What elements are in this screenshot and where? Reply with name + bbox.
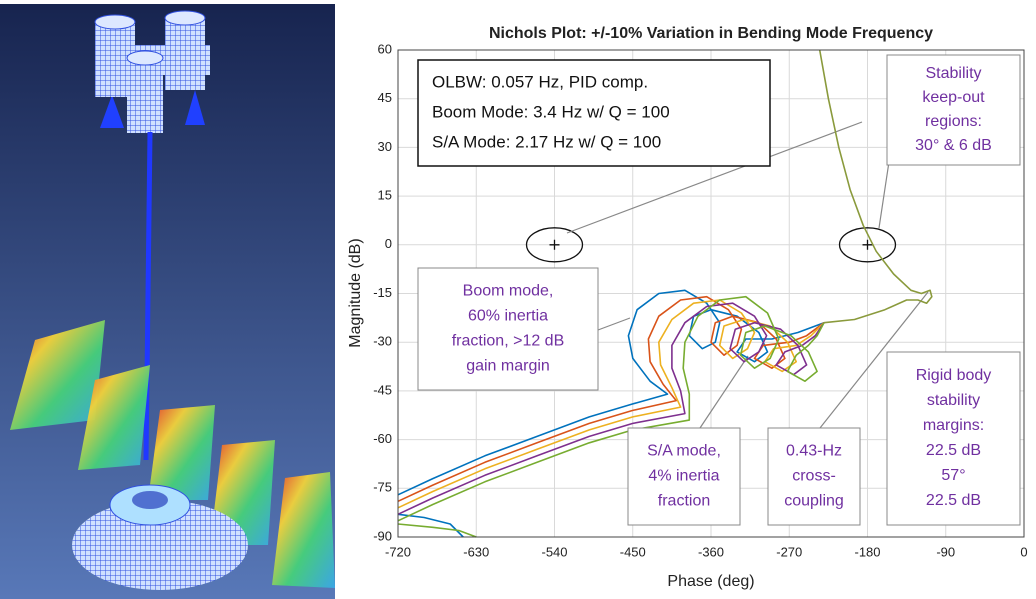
annotation-text: coupling bbox=[784, 493, 844, 510]
annotation-text: Boom Mode: 3.4 Hz w/ Q = 100 bbox=[432, 102, 670, 121]
y-tick-label: 45 bbox=[378, 90, 392, 105]
annotation-text: 0.43-Hz bbox=[786, 443, 842, 460]
annotation-text: 30° & 6 dB bbox=[915, 137, 992, 154]
pointer-lines bbox=[566, 121, 929, 429]
x-tick-label: -360 bbox=[698, 544, 724, 559]
y-tick-label: -45 bbox=[373, 382, 392, 397]
keepout-center bbox=[549, 239, 560, 250]
annotations: OLBW: 0.057 Hz, PID comp. Boom Mode: 3.4 … bbox=[417, 54, 1021, 526]
annotation-text: 60% inertia bbox=[468, 308, 548, 325]
series bbox=[397, 49, 933, 538]
y-tick-label: 15 bbox=[378, 188, 392, 203]
annotation-text: fraction, >12 dB bbox=[452, 333, 565, 350]
spacecraft-image bbox=[0, 4, 335, 599]
annotation-text: margins: bbox=[923, 417, 984, 434]
annotation-box bbox=[767, 427, 861, 526]
annotation-text: gain margin bbox=[466, 358, 550, 375]
x-tick-label: -450 bbox=[620, 544, 646, 559]
series-line bbox=[818, 49, 933, 324]
x-tick-label: -630 bbox=[463, 544, 489, 559]
y-axis-label: Magnitude (dB) bbox=[347, 238, 364, 347]
annotation-text: 22.5 dB bbox=[926, 442, 981, 459]
annotation-text: regions: bbox=[925, 113, 982, 130]
x-tick-label: -180 bbox=[854, 544, 880, 559]
annotation-text: Rigid body bbox=[916, 367, 992, 384]
series-line bbox=[397, 295, 825, 538]
annotation-box bbox=[417, 59, 771, 167]
annotation-text: stability bbox=[927, 392, 980, 409]
annotation-box bbox=[886, 351, 1021, 526]
keepout-ellipse bbox=[525, 227, 584, 263]
y-tick-label: 30 bbox=[378, 139, 392, 154]
plot-frame bbox=[397, 49, 1025, 538]
annotation-text: 57° bbox=[941, 467, 965, 484]
keepout-ellipse bbox=[838, 227, 897, 263]
annotation-box bbox=[417, 267, 599, 391]
x-tick-label: -720 bbox=[385, 544, 411, 559]
annotation-text: Boom mode, bbox=[463, 283, 554, 300]
y-tick-label: -90 bbox=[373, 528, 392, 543]
annotation-text: 4% inertia bbox=[648, 468, 719, 485]
chart-title: Nichols Plot: +/-10% Variation in Bendin… bbox=[489, 25, 933, 42]
annotation-box bbox=[627, 427, 741, 526]
annotation-text: fraction bbox=[658, 493, 710, 510]
annotation-text: keep-out bbox=[922, 89, 985, 106]
annotation-text: Stability bbox=[925, 65, 981, 82]
annotation-box bbox=[886, 54, 1021, 166]
y-tick-label: 0 bbox=[385, 236, 392, 251]
annotation-text: OLBW: 0.057 Hz, PID comp. bbox=[432, 72, 648, 91]
x-tick-label: 0 bbox=[1020, 544, 1027, 559]
y-tick-label: 60 bbox=[378, 41, 392, 56]
x-axis-label: Phase (deg) bbox=[667, 573, 754, 590]
annotation-text: 22.5 dB bbox=[926, 492, 981, 509]
keepout-center bbox=[862, 239, 873, 250]
annotation-text: S/A mode, bbox=[647, 443, 721, 460]
y-tick-label: -60 bbox=[373, 431, 392, 446]
series-line bbox=[397, 295, 825, 503]
annotation-text: S/A Mode: 2.17 Hz w/ Q = 100 bbox=[432, 132, 661, 151]
keepout-regions bbox=[525, 227, 897, 263]
annotation-text: cross- bbox=[792, 468, 836, 485]
y-tick-label: -30 bbox=[373, 334, 392, 349]
x-tick-label: -540 bbox=[541, 544, 567, 559]
x-tick-label: -90 bbox=[936, 544, 955, 559]
x-tick-label: -270 bbox=[776, 544, 802, 559]
y-tick-label: -75 bbox=[373, 480, 392, 495]
series-line bbox=[397, 299, 825, 509]
y-tick-label: -15 bbox=[373, 285, 392, 300]
